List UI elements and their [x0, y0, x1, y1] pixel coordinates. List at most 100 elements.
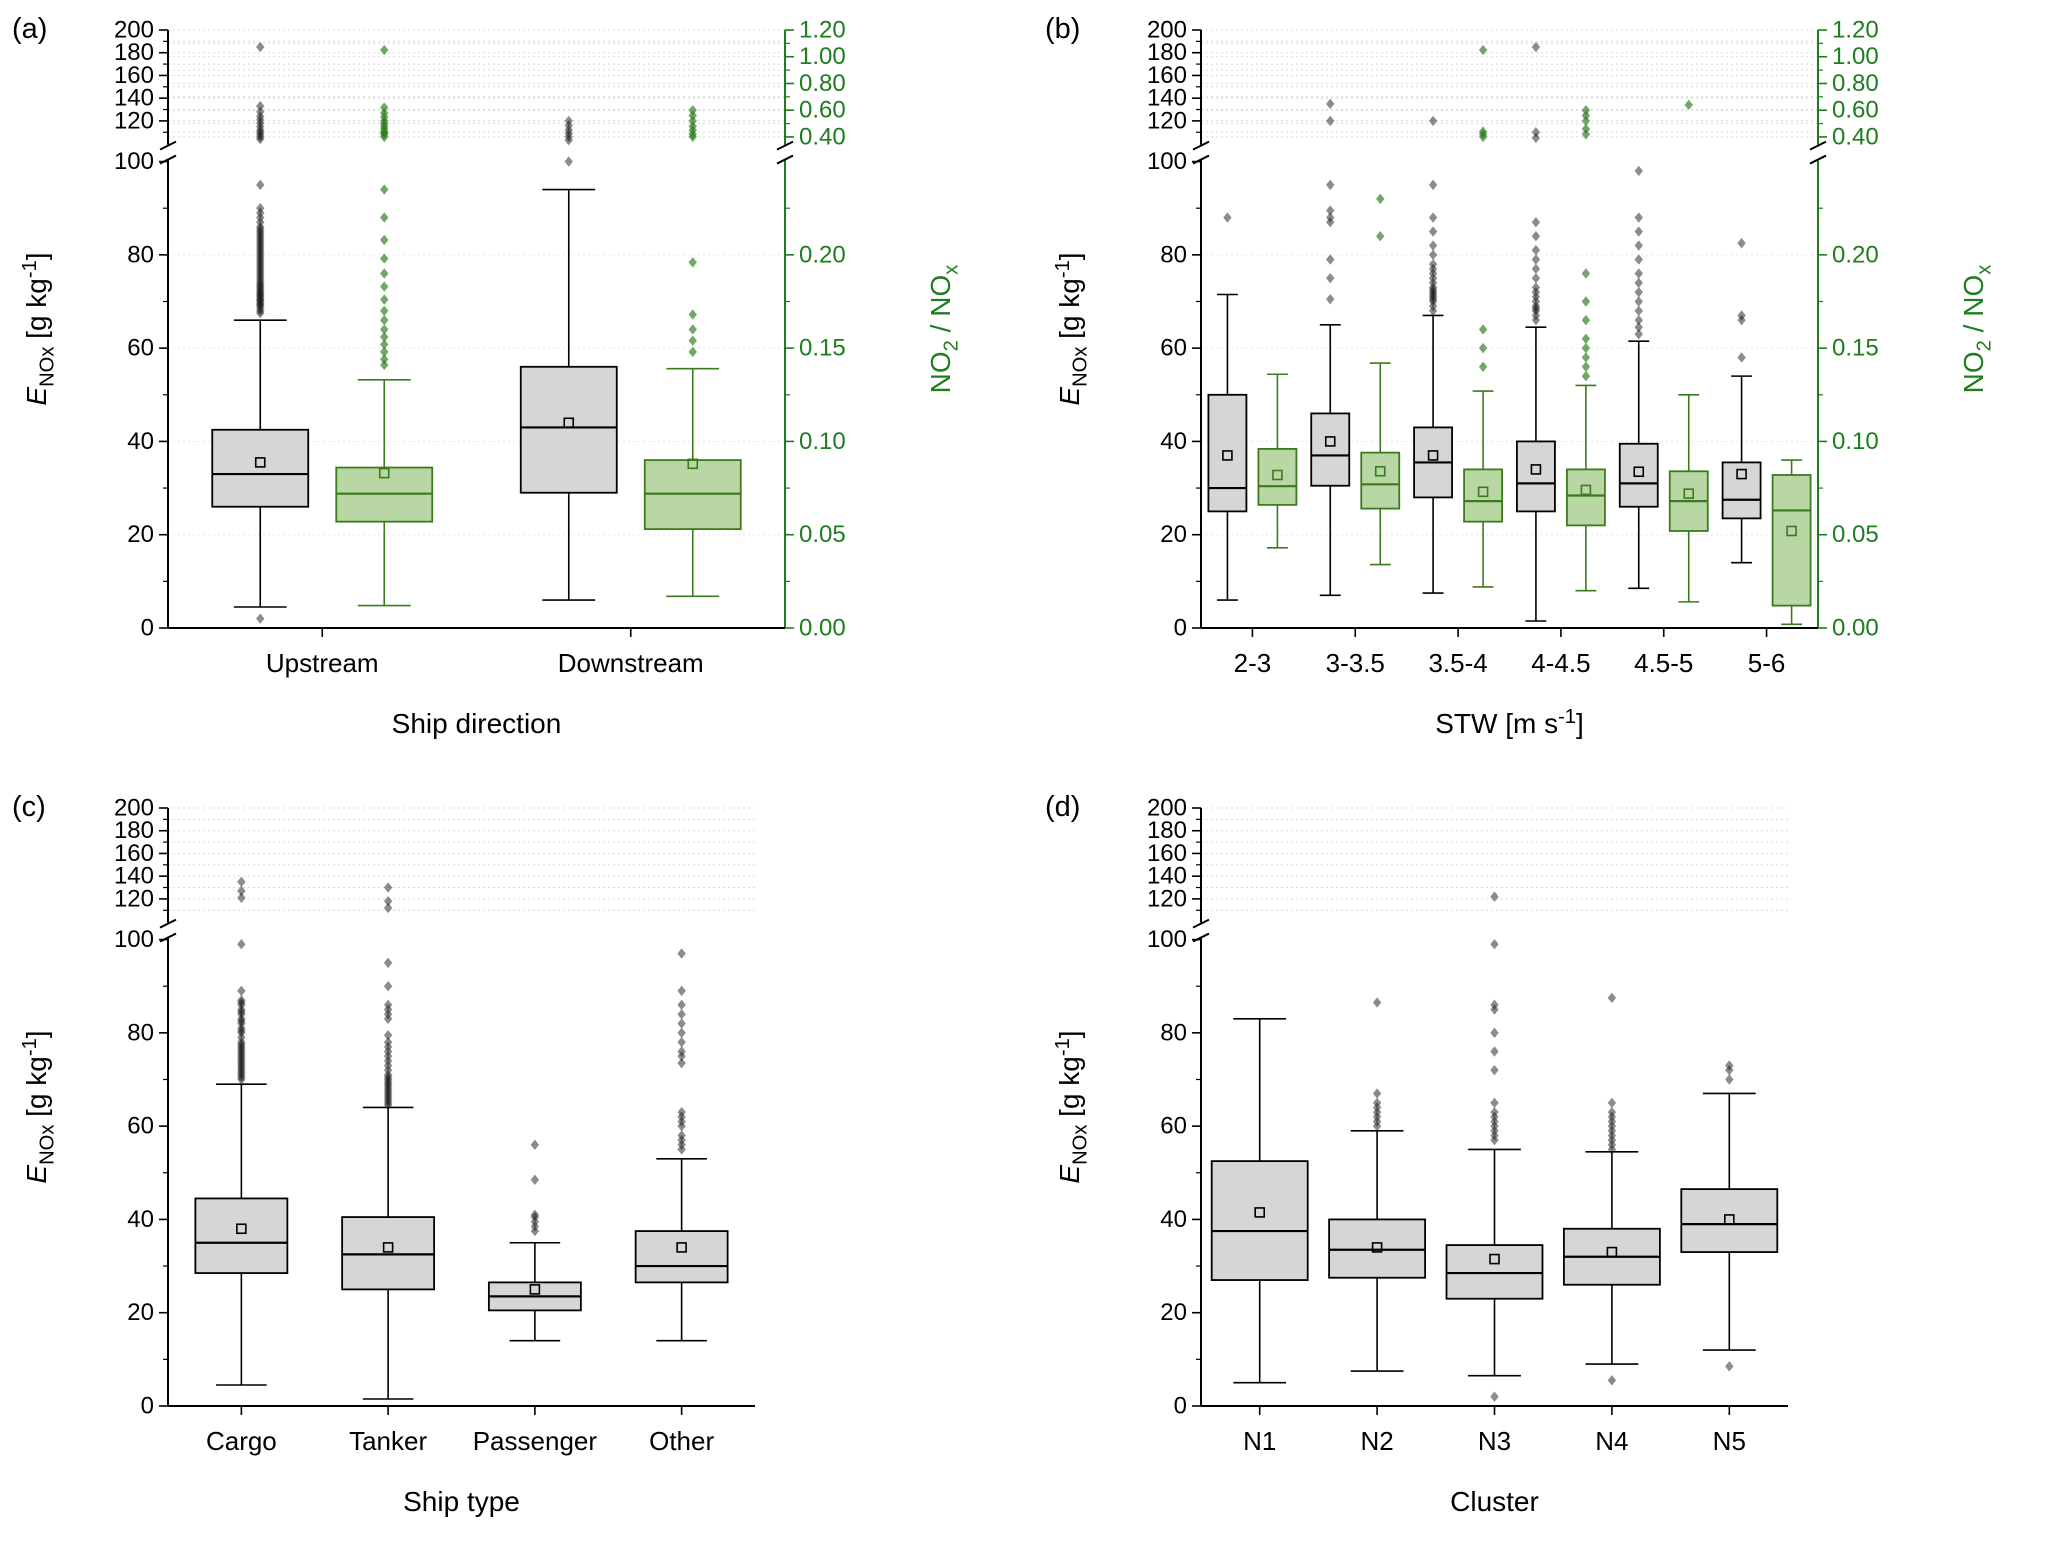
tick-label: 40: [127, 1206, 154, 1233]
x-category-label: N3: [1478, 1426, 1511, 1456]
tick-label: 60: [127, 1113, 154, 1140]
box-3-5-4: [1413, 115, 1453, 594]
tick-label: 100: [1147, 148, 1187, 175]
outlier-point: [1490, 1064, 1499, 1076]
outlier-point: [677, 999, 686, 1011]
outlier-point: [383, 981, 393, 992]
tick-label: 180: [114, 817, 154, 844]
outlier-point: [383, 957, 393, 969]
outlier-point: [380, 234, 389, 246]
tick-label: 0.20: [799, 241, 846, 268]
outlier-point: [677, 1018, 686, 1029]
tick-label: 20: [127, 1299, 154, 1326]
outlier-point: [688, 110, 697, 121]
tick-label: 160: [114, 62, 154, 89]
tick-label: 0: [141, 1393, 154, 1420]
box-n3: [1445, 891, 1544, 1402]
outlier-point: [1634, 165, 1643, 177]
outlier-point: [677, 985, 686, 997]
outlier-point: [677, 1027, 686, 1039]
outlier-point: [256, 179, 265, 191]
outlier-point: [677, 1008, 686, 1020]
outlier-point: [1326, 254, 1335, 265]
tick-label: 0.00: [1832, 615, 1879, 642]
outlier-point: [1490, 891, 1499, 902]
outlier-point: [380, 44, 389, 56]
outlier-point: [1326, 212, 1335, 223]
x-category-label: Downstream: [558, 648, 704, 678]
tick-label: 60: [1160, 1113, 1187, 1140]
outlier-point: [1634, 254, 1643, 265]
series-enox: [211, 41, 618, 624]
tick-label: 0.05: [799, 521, 846, 548]
tick-label: 80: [127, 241, 154, 268]
outlier-point: [1581, 342, 1591, 354]
x-category-label: Passenger: [473, 1426, 598, 1456]
tick-label: 1.00: [799, 43, 846, 70]
outlier-point: [1490, 1046, 1499, 1057]
series-enox: [194, 876, 729, 1400]
x-category-label: N4: [1595, 1426, 1628, 1456]
outlier-point: [1581, 352, 1591, 363]
mean-marker: [382, 1242, 394, 1253]
outlier-point: [1581, 296, 1591, 307]
mean-marker: [1489, 1253, 1500, 1265]
axis-break-mark: [159, 154, 177, 165]
outlier-point: [1428, 115, 1438, 127]
outlier-point: [1581, 129, 1591, 140]
tick-label: 20: [1160, 1299, 1187, 1326]
outlier-point: [1326, 205, 1335, 216]
outlier-point: [677, 1036, 686, 1048]
outlier-point: [1490, 1027, 1499, 1039]
tick-label: 80: [127, 1019, 154, 1046]
tick-label: 140: [114, 85, 154, 112]
outlier-point: [1531, 272, 1541, 284]
outlier-point: [380, 294, 389, 305]
outlier-point: [1607, 1375, 1617, 1386]
outlier-point: [237, 939, 246, 950]
tick-label: 1.20: [799, 17, 846, 44]
box-rect: [1618, 442, 1659, 508]
outlier-point: [677, 1106, 686, 1118]
outlier-point: [256, 41, 265, 53]
outlier-point: [688, 121, 697, 132]
outlier-point: [1376, 230, 1385, 242]
tick-label: 200: [114, 795, 154, 822]
mean-marker: [1427, 450, 1439, 461]
tick-label: 0.40: [799, 123, 846, 150]
box-n1: [1210, 1018, 1309, 1384]
outlier-point: [1478, 324, 1488, 335]
mean-marker: [1477, 486, 1489, 498]
axis-break-mark: [1192, 932, 1210, 943]
box-3-3-5: [1310, 98, 1351, 597]
x-category-label: 5-6: [1748, 648, 1786, 678]
mean-marker: [1633, 466, 1645, 478]
outlier-point: [688, 309, 697, 320]
outlier-point: [677, 1057, 686, 1069]
mean-marker: [687, 458, 699, 470]
tick-label: 0.10: [799, 428, 846, 455]
tick-label: 200: [114, 17, 154, 44]
outlier-point: [256, 613, 265, 624]
outlier-point: [1725, 1060, 1734, 1071]
outlier-point: [1326, 179, 1335, 191]
outlier-point: [564, 156, 573, 167]
axis-break-mask: [1192, 144, 1210, 161]
outlier-point: [256, 106, 265, 118]
box-rect: [1721, 461, 1762, 520]
tick-label: 160: [114, 840, 154, 867]
mean-marker: [1374, 465, 1386, 477]
axis-break-mask: [159, 144, 177, 161]
outlier-point: [530, 1139, 540, 1150]
tick-label: 160: [1147, 840, 1187, 867]
axis-break-mark: [159, 932, 177, 943]
tick-label: 140: [1147, 85, 1187, 112]
outlier-point: [1634, 240, 1643, 251]
outlier-point: [1372, 1088, 1382, 1099]
series-enox: [1210, 891, 1779, 1402]
mean-marker: [1371, 1242, 1383, 1253]
outlier-point: [1581, 361, 1591, 372]
panel-c-ship-type: 0 20 40 60 80 100 120 140 160 180 200 Cargo Tanker Pa…: [0, 778, 1033, 1557]
